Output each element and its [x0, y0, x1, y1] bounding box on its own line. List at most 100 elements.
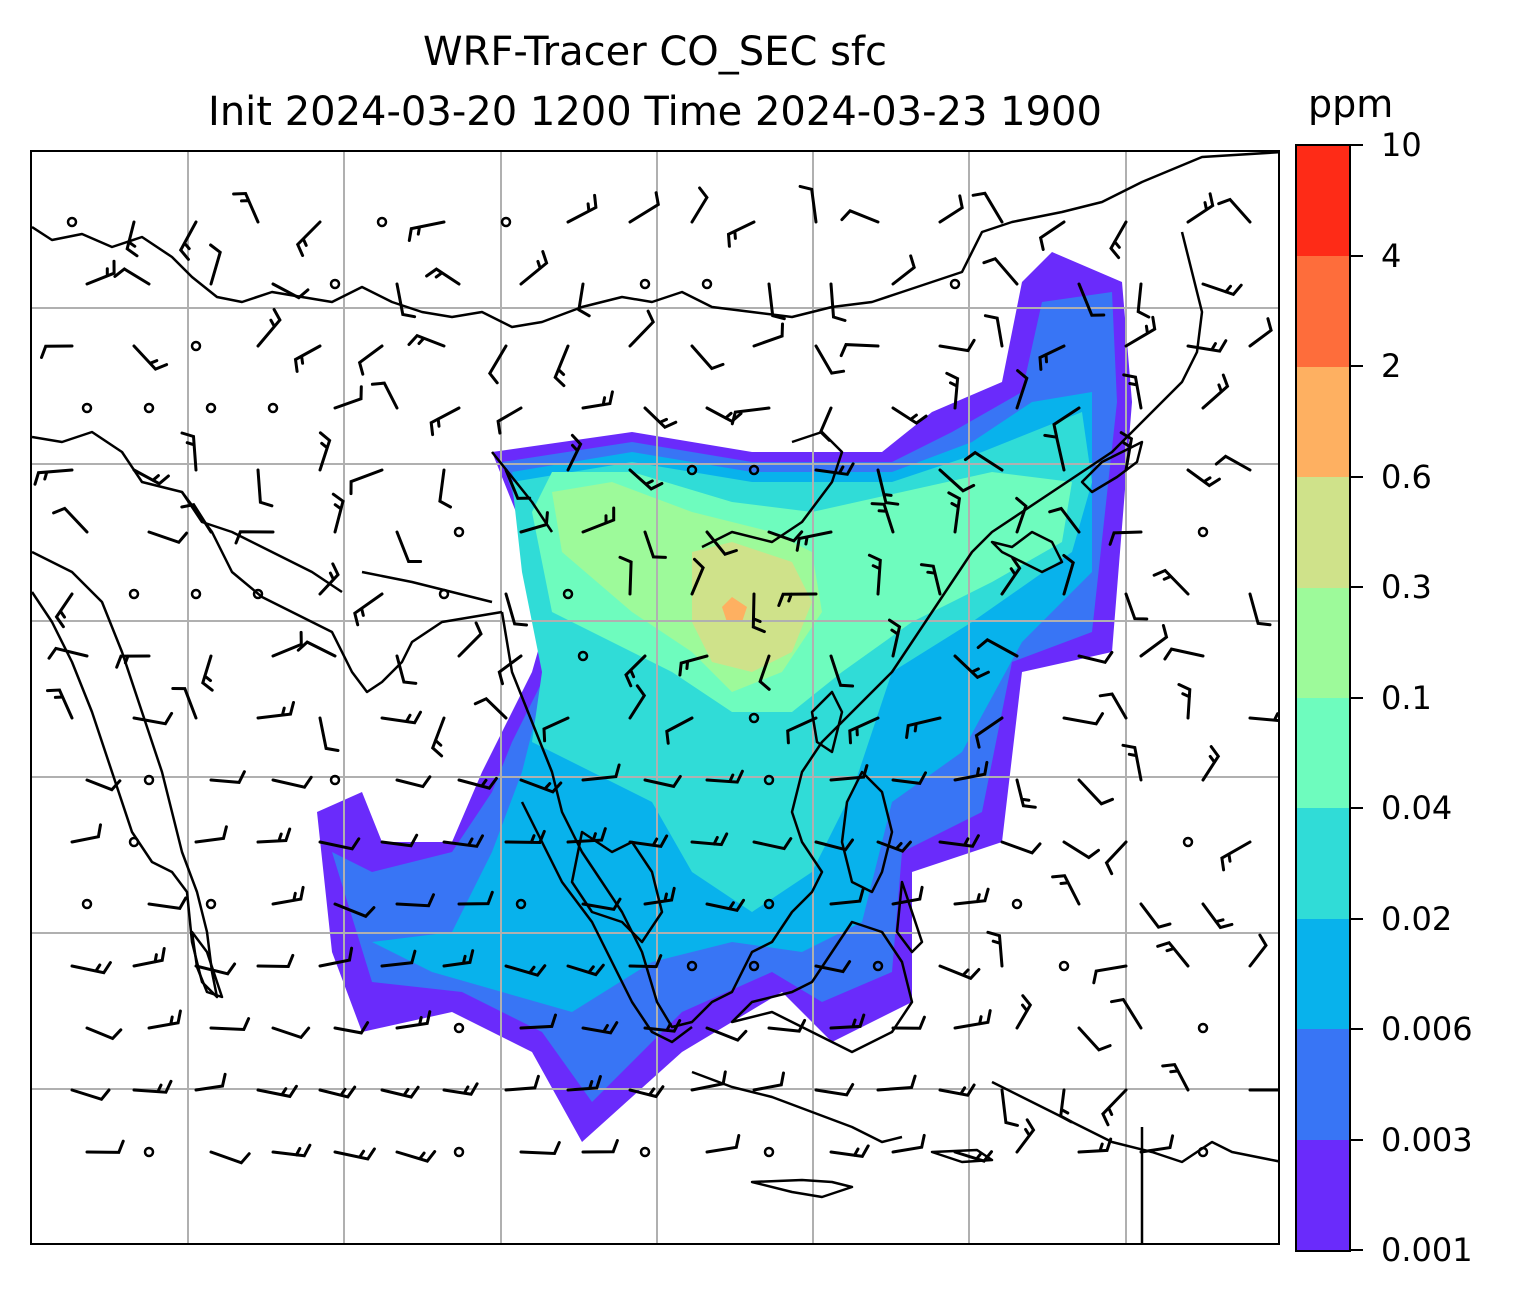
- wind-barb: [457, 621, 483, 658]
- wind-barb: [1101, 1088, 1128, 1127]
- wind-barb: [395, 654, 418, 685]
- wind-barb: [395, 775, 432, 789]
- wind-barb: [271, 885, 305, 906]
- wind-barb: [1051, 874, 1081, 906]
- wind-barb: [947, 491, 962, 534]
- wind-barb: [380, 1085, 420, 1099]
- wind-barb: [905, 716, 942, 739]
- wind-barb: [840, 209, 880, 224]
- chart-title: WRF-Tracer CO_SEC sfc: [422, 29, 888, 75]
- wind-barb: [33, 468, 74, 486]
- colorbar-segment: [1297, 697, 1349, 809]
- wind-barb: [496, 406, 523, 435]
- wind-barb: [1108, 530, 1143, 546]
- wind-barb: [581, 390, 614, 410]
- wind-barb: [256, 308, 282, 348]
- calm-marker: [577, 650, 589, 662]
- wind-barb: [628, 834, 669, 849]
- wind-barb: [132, 344, 169, 371]
- wind-barb: [643, 530, 667, 559]
- coastline: [750, 1178, 854, 1199]
- wind-barb: [888, 618, 902, 658]
- wind-barb: [519, 1141, 561, 1156]
- wind-barb: [1052, 406, 1081, 438]
- wind-barb: [1098, 692, 1128, 720]
- wind-barb: [876, 840, 912, 853]
- wind-barb: [705, 530, 738, 556]
- field-level-7: [722, 597, 747, 622]
- wind-barb: [876, 1074, 917, 1092]
- wind-barb: [1077, 282, 1106, 317]
- calm-marker: [872, 960, 884, 972]
- wind-barb: [1015, 778, 1037, 809]
- wind-barb: [938, 338, 976, 353]
- colorbar-segment: [1297, 477, 1349, 588]
- wind-barb: [971, 191, 1004, 224]
- wind-barb: [705, 1026, 748, 1042]
- coastline: [32, 550, 219, 999]
- wind-barb: [1038, 220, 1066, 251]
- coastline: [691, 1070, 903, 1144]
- wind-barb: [296, 640, 337, 658]
- wind-barb: [1048, 506, 1081, 534]
- coastline: [840, 770, 894, 894]
- wind-barb: [70, 1088, 111, 1102]
- coastline: [1080, 440, 1144, 494]
- calm-marker: [453, 526, 465, 538]
- calm-marker: [686, 960, 698, 972]
- colorbar-tick: [1351, 586, 1363, 588]
- wind-barb: [1186, 339, 1228, 353]
- calm-marker: [66, 216, 78, 228]
- wind-barb: [938, 964, 981, 981]
- wind-barb: [171, 687, 198, 720]
- colorbar-tick: [1351, 807, 1363, 809]
- calm-marker: [562, 588, 574, 600]
- calm-wind-markers: [66, 216, 1209, 1158]
- wind-barb: [829, 888, 865, 906]
- wind-barb: [705, 1134, 741, 1154]
- wind-barb: [519, 250, 549, 286]
- wind-barb: [1092, 964, 1128, 985]
- calm-marker: [376, 216, 388, 228]
- calm-marker: [252, 588, 264, 600]
- wind-barb: [795, 530, 833, 552]
- wind-barb: [1201, 902, 1234, 930]
- wind-barb: [690, 832, 729, 847]
- wind-barb: [318, 837, 361, 851]
- wind-barb: [147, 530, 189, 545]
- wind-barb: [295, 220, 322, 257]
- wind-barb: [85, 778, 122, 792]
- wind-barb: [256, 953, 295, 969]
- wind-barb: [758, 654, 771, 691]
- wind-barb: [46, 688, 74, 720]
- wind-barb: [767, 1018, 807, 1033]
- wind-barb: [209, 243, 222, 286]
- calm-marker: [1197, 1022, 1209, 1034]
- wind-barb: [1139, 902, 1172, 929]
- wind-barb: [318, 431, 332, 472]
- calm-marker: [128, 588, 140, 600]
- colorbar-tick-label: 4: [1381, 236, 1402, 275]
- calm-marker: [1197, 1146, 1209, 1158]
- wind-barb: [395, 1010, 432, 1030]
- wind-barb: [180, 431, 198, 472]
- colorbar-segment: [1297, 587, 1349, 698]
- wind-barb: [751, 592, 766, 634]
- border: [361, 570, 493, 604]
- wind-barb: [232, 191, 260, 224]
- wind-barb: [1062, 840, 1100, 860]
- wind-barb: [891, 771, 927, 786]
- wind-barb: [767, 282, 786, 321]
- wind-barb: [1201, 282, 1243, 297]
- wind-barb: [333, 902, 376, 919]
- wind-barb: [1000, 840, 1042, 855]
- wind-barb: [1062, 553, 1075, 596]
- wind-barb: [829, 1144, 870, 1159]
- wind-barb: [333, 1147, 376, 1161]
- colorbar-tick-label: 2: [1381, 347, 1402, 385]
- wind-barb: [256, 827, 292, 844]
- wind-barb: [1119, 431, 1134, 472]
- colorbar-segment: [1297, 366, 1349, 478]
- calm-marker: [1011, 898, 1023, 910]
- colorbar-segment: [1297, 145, 1349, 257]
